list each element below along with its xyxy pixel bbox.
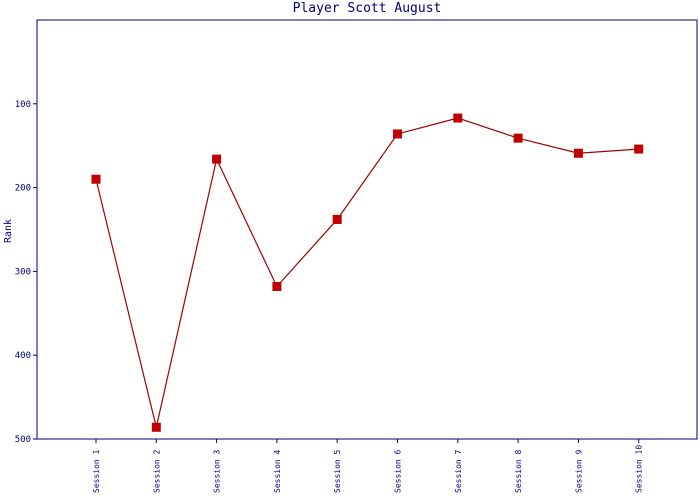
point-marker (91, 174, 101, 184)
y-tick-label: 100 (15, 100, 31, 110)
point-marker (272, 281, 282, 291)
point-marker (393, 129, 402, 139)
x-tick-label: Session 5 (333, 449, 342, 493)
x-tick-label: Session 2 (152, 449, 161, 493)
y-tick-label: 400 (15, 351, 31, 361)
point-marker (151, 422, 161, 432)
point-marker (212, 154, 222, 164)
x-tick-label: Session 6 (394, 449, 403, 493)
point-marker (513, 133, 523, 143)
x-tick-label: Session 4 (273, 449, 282, 493)
point-marker (634, 144, 644, 154)
y-tick-label: 300 (15, 267, 31, 277)
x-tick-label: Session 9 (574, 449, 583, 493)
x-tick-label: Session 10 (635, 445, 644, 493)
x-tick-label: Session 3 (213, 449, 222, 493)
series-line (95, 117, 639, 428)
point-marker (332, 214, 342, 224)
plot-frame (36, 19, 698, 440)
y-tick-label: 500 (15, 435, 31, 445)
y-tick-label: 200 (15, 184, 31, 194)
point-marker (453, 113, 463, 123)
x-tick-label: Session 7 (454, 449, 463, 493)
y-axis-label: Rank (3, 219, 14, 243)
x-tick-label: Session 8 (514, 449, 523, 493)
x-tick-label: Session 1 (92, 449, 101, 493)
chart-title: Player Scott August (293, 1, 442, 16)
point-marker (573, 148, 583, 158)
